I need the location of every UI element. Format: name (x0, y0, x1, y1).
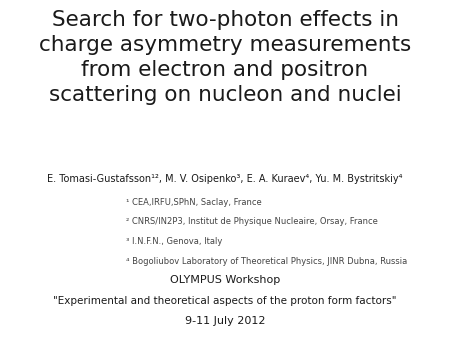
Text: ² CNRS/IN2P3, Institut de Physique Nucleaire, Orsay, France: ² CNRS/IN2P3, Institut de Physique Nucle… (126, 217, 378, 226)
Text: ¹ CEA,IRFU,SPhN, Saclay, France: ¹ CEA,IRFU,SPhN, Saclay, France (126, 198, 262, 207)
Text: E. Tomasi-Gustafsson¹², M. V. Osipenko³, E. A. Kuraev⁴, Yu. M. Bystritskiy⁴: E. Tomasi-Gustafsson¹², M. V. Osipenko³,… (47, 174, 403, 184)
Text: OLYMPUS Workshop: OLYMPUS Workshop (170, 275, 280, 286)
Text: 9-11 July 2012: 9-11 July 2012 (185, 316, 265, 326)
Text: ⁴ Bogoliubov Laboratory of Theoretical Physics, JINR Dubna, Russia: ⁴ Bogoliubov Laboratory of Theoretical P… (126, 257, 407, 266)
Text: Search for two-photon effects in
charge asymmetry measurements
from electron and: Search for two-photon effects in charge … (39, 10, 411, 104)
Text: "Experimental and theoretical aspects of the proton form factors": "Experimental and theoretical aspects of… (53, 296, 397, 306)
Text: ³ I.N.F.N., Genova, Italy: ³ I.N.F.N., Genova, Italy (126, 237, 222, 246)
